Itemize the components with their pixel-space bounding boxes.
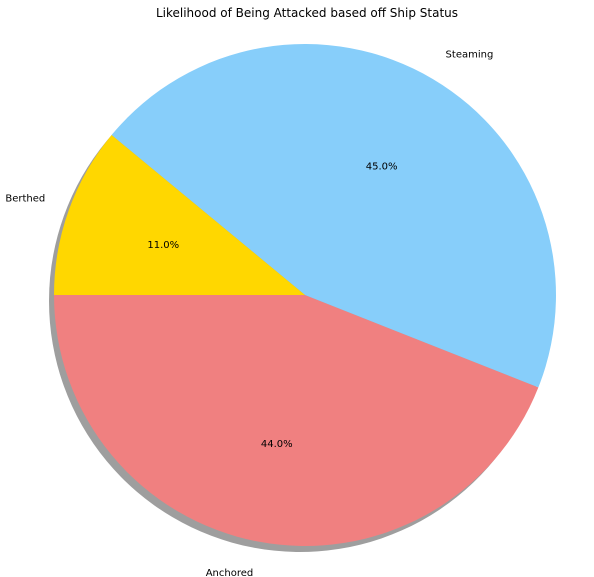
slice-percent-steaming: 45.0% [366,161,398,172]
chart-title: Likelihood of Being Attacked based off S… [156,6,458,20]
pie-slices [54,44,556,546]
slice-berthed [54,135,305,295]
slice-anchored [54,295,539,546]
slice-label-berthed: Berthed [5,193,45,204]
slice-percent-berthed: 11.0% [147,240,179,251]
slice-label-steaming: Steaming [446,49,494,60]
slice-label-anchored: Anchored [206,568,254,577]
pie-labels: Anchored 44.0% Steaming 45.0% Berthed 11.0% [5,49,493,577]
slice-steaming [111,44,556,388]
slice-percent-anchored: 44.0% [261,439,293,450]
